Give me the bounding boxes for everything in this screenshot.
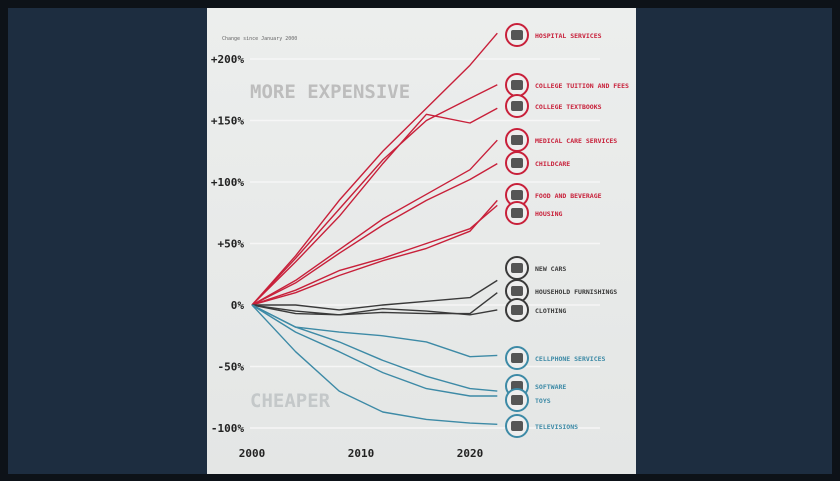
series-label: CHILDCARE	[535, 160, 570, 168]
series-label: CLOTHING	[535, 307, 566, 315]
y-tick-label: 0%	[231, 299, 245, 312]
annotation-more-expensive: MORE EXPENSIVE	[250, 81, 410, 103]
series-line-housing	[251, 204, 498, 306]
series-line-televisions	[251, 304, 498, 425]
y-tick-label: +150%	[211, 115, 244, 128]
series-label: COLLEGE TUITION AND FEES	[535, 82, 629, 90]
x-tick-label: 2010	[348, 447, 375, 460]
series-line-software	[251, 304, 498, 392]
series-line-college-tuition-and-fees	[251, 84, 498, 306]
series-line-hospital-services	[251, 32, 498, 306]
series-label: CELLPHONE SERVICES	[535, 355, 606, 363]
series-label: HOSPITAL SERVICES	[535, 32, 602, 40]
annotation-cheaper: CHEAPER	[250, 390, 331, 412]
series-label: HOUSEHOLD FURNISHINGS	[535, 288, 617, 296]
y-tick-label: +50%	[218, 238, 245, 251]
series-line-childcare	[251, 162, 498, 306]
series-label: TELEVISIONS	[535, 423, 578, 431]
series-line-food-and-beverage	[251, 199, 498, 306]
chart-note: Change since January 2000	[222, 36, 297, 42]
series-label: NEW CARS	[535, 265, 566, 273]
series-label: MEDICAL CARE SERVICES	[535, 137, 617, 145]
x-tick-label: 2000	[239, 447, 266, 460]
series-label: SOFTWARE	[535, 383, 566, 391]
series-label: COLLEGE TEXTBOOKS	[535, 103, 602, 111]
stroller-icon-glyph	[511, 158, 523, 168]
television-icon-glyph	[511, 421, 523, 431]
house-icon-glyph	[511, 208, 523, 218]
series-label: TOYS	[535, 397, 551, 405]
x-tick-label: 2020	[457, 447, 484, 460]
series-line-new-cars	[252, 279, 498, 311]
series-line-household-furnishings	[251, 292, 498, 316]
chart-slide	[207, 8, 636, 474]
shirt-icon-glyph	[511, 305, 523, 315]
series-line-medical-care-services	[251, 139, 498, 306]
y-tick-label: +100%	[211, 176, 244, 189]
car-icon-glyph	[511, 263, 523, 273]
series-label: FOOD AND BEVERAGE	[535, 192, 602, 200]
books-icon-glyph	[511, 101, 523, 111]
series-label: HOUSING	[535, 210, 562, 218]
series-line-college-textbooks	[251, 107, 498, 306]
food-icon-glyph	[511, 190, 523, 200]
camera-icon-glyph	[511, 135, 523, 145]
cellphone-icon-glyph	[511, 353, 523, 363]
sofa-icon-glyph	[511, 286, 523, 296]
series-line-clothing	[251, 304, 498, 316]
series-line-toys	[251, 304, 498, 397]
toy-icon-glyph	[511, 395, 523, 405]
y-tick-label: -100%	[211, 422, 244, 435]
y-tick-label: -50%	[218, 361, 245, 374]
graduation-cap-icon-glyph	[511, 80, 523, 90]
y-tick-label: +200%	[211, 53, 244, 66]
hospital-icon-glyph	[511, 30, 523, 40]
